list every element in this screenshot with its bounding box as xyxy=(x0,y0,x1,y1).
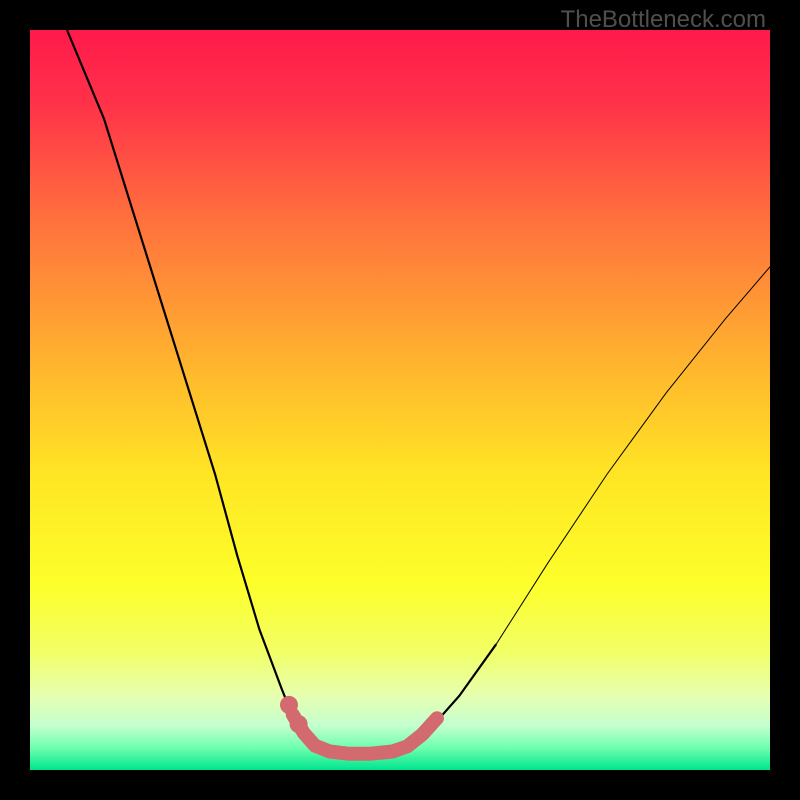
bottleneck-curve-left xyxy=(67,30,496,755)
plot-area xyxy=(30,30,770,770)
sweet-spot-band xyxy=(293,715,437,754)
curve-layer xyxy=(30,30,770,770)
sweet-spot-dot xyxy=(280,696,298,714)
sweet-spot-dot xyxy=(290,715,308,733)
bottleneck-curve-right xyxy=(496,267,770,644)
watermark-text: TheBottleneck.com xyxy=(561,6,766,34)
